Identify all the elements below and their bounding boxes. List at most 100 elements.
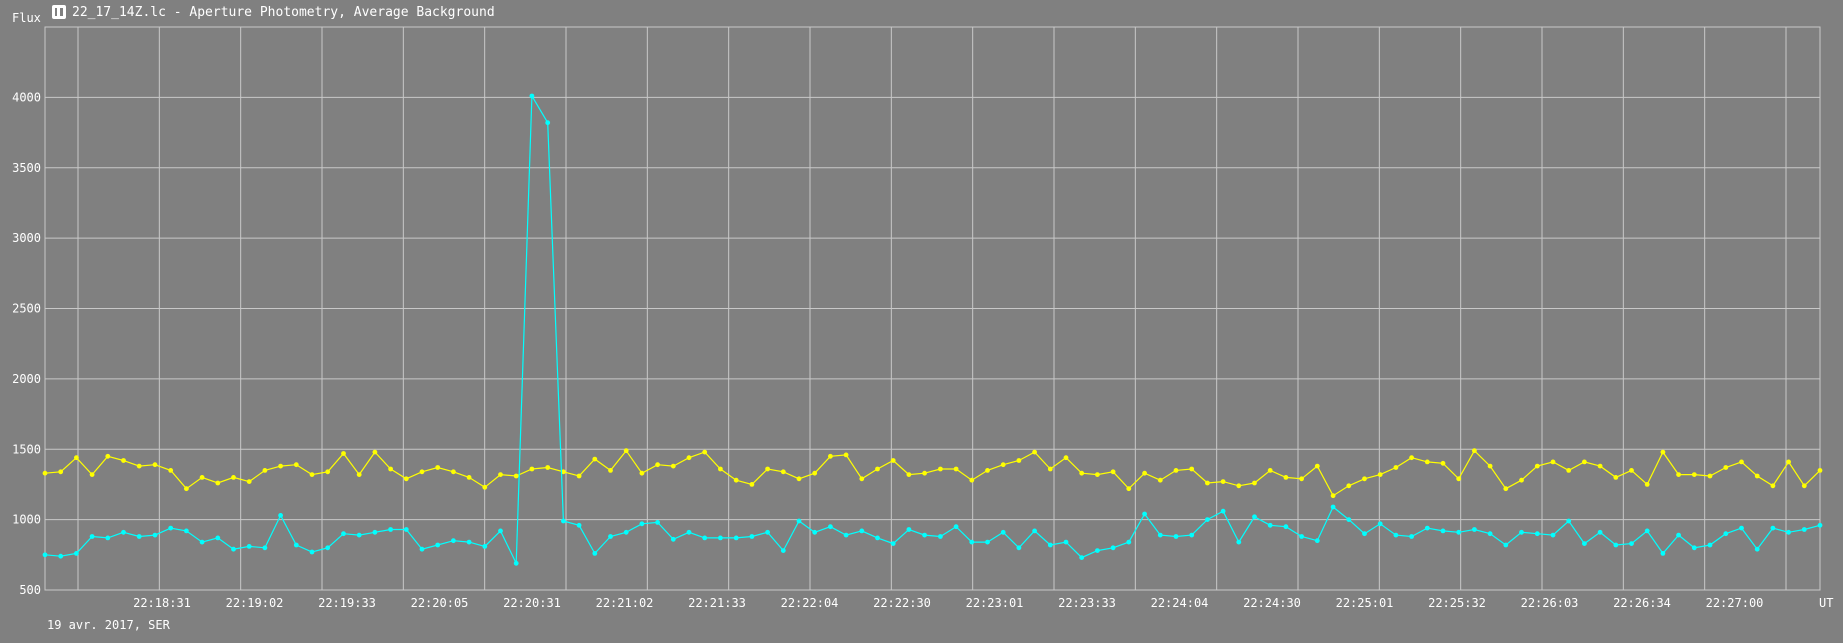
series-cyan-point — [1047, 542, 1053, 548]
series-cyan-point — [1503, 542, 1509, 548]
series-yellow-point — [1314, 463, 1320, 469]
series-yellow-point — [58, 469, 64, 475]
series-cyan-point — [1456, 529, 1462, 535]
series-cyan-point — [1346, 517, 1352, 522]
series-yellow-point — [1754, 473, 1760, 479]
series-cyan-point — [718, 535, 723, 541]
series-yellow-point — [1739, 459, 1744, 465]
series-cyan-point — [403, 527, 409, 532]
x-tick-label: 22:19:02 — [226, 596, 284, 610]
series-cyan-point — [1314, 538, 1320, 544]
series-yellow-point — [1629, 468, 1634, 473]
series-cyan-point — [325, 545, 331, 551]
y-tick-label: 2500 — [12, 302, 41, 316]
series-cyan-point — [608, 534, 613, 539]
series-yellow-point — [576, 473, 582, 479]
series-yellow-point — [1519, 477, 1524, 483]
series-yellow-point — [199, 475, 205, 480]
series-cyan-point — [513, 560, 519, 566]
series-cyan-point — [1472, 527, 1477, 532]
y-tick-label: 2000 — [12, 372, 41, 386]
series-yellow-point — [718, 466, 723, 472]
series-cyan-point — [655, 520, 660, 525]
series-yellow-line — [44, 449, 1821, 497]
series-yellow-point — [529, 466, 535, 472]
series-cyan-point — [1691, 545, 1697, 551]
series-cyan-point — [42, 552, 48, 558]
series-yellow-point — [765, 466, 770, 472]
series-cyan-point — [1283, 524, 1289, 530]
series-cyan-point — [58, 553, 64, 559]
series-cyan-point — [765, 529, 770, 535]
series-cyan-point — [121, 529, 126, 535]
y-tick-label: 3500 — [12, 161, 41, 175]
series-yellow-point — [890, 458, 896, 463]
series-cyan-point — [1016, 545, 1022, 551]
series-cyan-point — [1362, 531, 1367, 537]
series-yellow-point — [1236, 483, 1242, 489]
series-cyan-point — [74, 551, 79, 556]
series-yellow-point — [1534, 463, 1540, 469]
series-yellow-point — [1173, 468, 1179, 473]
series-cyan-point — [1597, 529, 1603, 535]
series-yellow-point — [1691, 472, 1697, 477]
series-cyan-point — [922, 532, 927, 538]
series-yellow-point — [969, 477, 975, 483]
series-cyan-point — [262, 545, 268, 551]
series-yellow-point — [1047, 466, 1053, 472]
series-cyan-point — [1582, 541, 1587, 546]
series-yellow-point — [906, 472, 912, 477]
series-cyan-point — [1739, 525, 1744, 531]
series-yellow-point — [136, 463, 142, 469]
series-yellow-point — [702, 449, 708, 455]
series-cyan-point — [561, 518, 566, 524]
series-yellow-point — [341, 451, 346, 456]
series-yellow-point — [246, 479, 252, 484]
series-cyan-point — [576, 522, 582, 528]
series-cyan-line — [44, 93, 1821, 564]
series-yellow-point — [1299, 476, 1304, 482]
series-cyan-point — [812, 529, 818, 535]
series-yellow-point — [592, 456, 598, 462]
series-cyan-point — [1252, 514, 1257, 520]
series-yellow-point — [1723, 465, 1729, 470]
series-cyan-point — [1487, 531, 1493, 537]
series-yellow-point — [623, 448, 629, 454]
series-cyan-point — [623, 529, 629, 535]
series-cyan-point — [545, 120, 551, 126]
series-yellow-point — [1095, 472, 1100, 477]
x-axis-label: UT — [1819, 596, 1833, 610]
x-tick-label: 22:24:30 — [1243, 596, 1301, 610]
y-axis-label: Flux — [12, 11, 41, 25]
x-tick-label: 22:22:30 — [873, 596, 931, 610]
series-yellow-point — [1487, 463, 1493, 469]
series-cyan-point — [231, 546, 236, 552]
series-cyan-point — [906, 527, 912, 532]
series-yellow-point — [922, 470, 927, 476]
series-yellow-point — [498, 472, 503, 477]
series-yellow-point — [1283, 475, 1289, 480]
series-cyan-point — [1079, 555, 1085, 560]
series-yellow-point — [1063, 455, 1069, 461]
series-cyan-point — [1236, 539, 1242, 545]
series-yellow-point — [843, 452, 849, 458]
series-yellow-point — [1142, 470, 1147, 476]
series-yellow-point — [309, 472, 315, 477]
series-cyan-point — [780, 548, 786, 553]
series-cyan-point — [953, 524, 959, 530]
series-yellow-point — [215, 480, 221, 486]
series-cyan-point — [1629, 541, 1634, 546]
series-cyan-point — [215, 535, 221, 541]
x-tick-label: 22:22:04 — [781, 596, 839, 610]
series-cyan-point — [529, 93, 535, 99]
series-cyan-point — [293, 542, 299, 548]
series-cyan-point — [388, 527, 393, 532]
x-tick-label: 22:21:02 — [596, 596, 654, 610]
series-yellow-point — [1205, 480, 1210, 486]
series-cyan-point — [1519, 529, 1524, 535]
series-cyan-point — [246, 544, 252, 549]
series-yellow-point — [262, 468, 268, 473]
series-cyan-point — [1173, 534, 1179, 539]
series-cyan-point — [466, 539, 472, 545]
